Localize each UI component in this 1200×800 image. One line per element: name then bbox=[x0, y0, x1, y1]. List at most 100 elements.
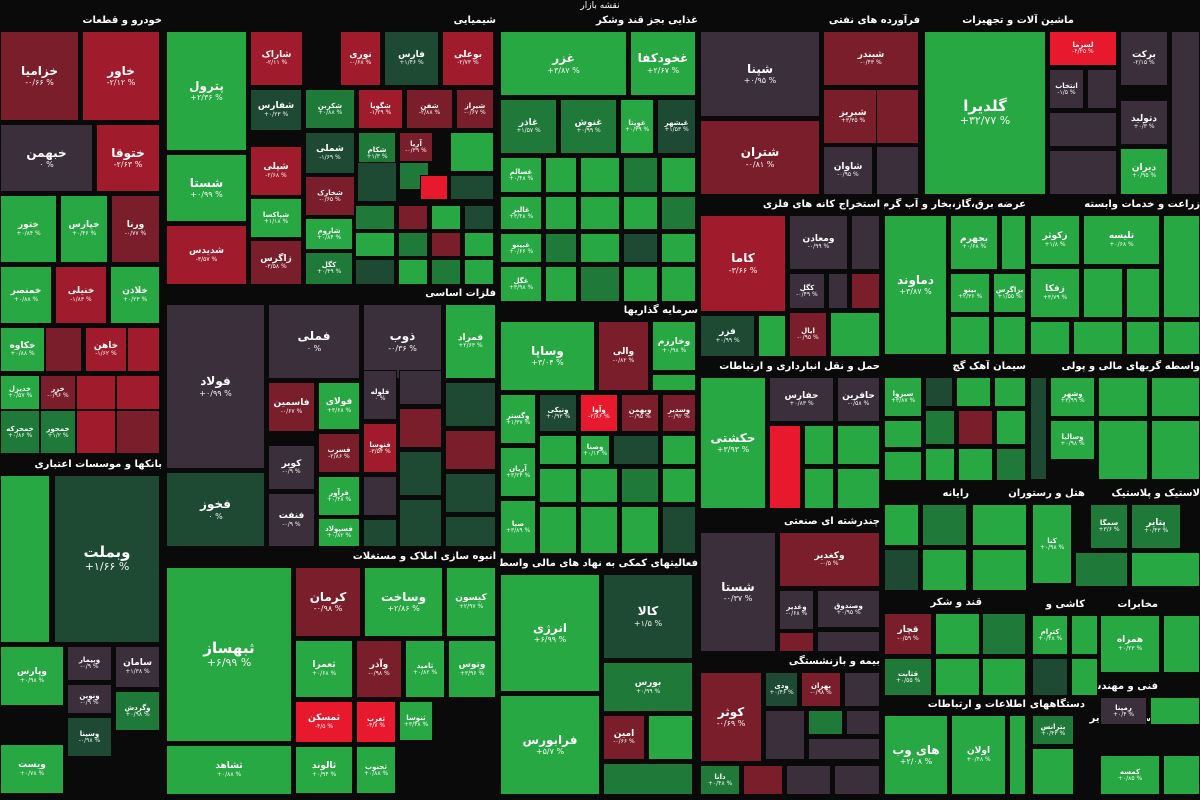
stock-tile-small[interactable] bbox=[1049, 112, 1117, 147]
stock-tile-khodro-khavar[interactable]: خاور -۲/۱۲ % bbox=[82, 31, 160, 121]
stock-tile-small[interactable] bbox=[956, 377, 991, 407]
stock-tile-sarm-vgostar[interactable]: وگستر +۱/۳۷ % bbox=[500, 394, 536, 444]
stock-tile-shimi-shesta[interactable]: شستا +۰/۹۹ % bbox=[166, 154, 247, 222]
stock-tile-small[interactable] bbox=[982, 658, 1026, 696]
stock-tile-small[interactable] bbox=[804, 425, 834, 465]
stock-tile-small[interactable] bbox=[357, 162, 397, 202]
stock-tile-zeraat-zkosar[interactable]: زکوثر +۱/۸ % bbox=[1030, 215, 1080, 265]
stock-tile-felez-fooladi[interactable]: فولای +۳/۶۸ % bbox=[318, 382, 360, 430]
stock-tile-small[interactable] bbox=[1151, 377, 1200, 417]
stock-tile-anboh-tjnoob[interactable]: ثجنوب +۰/۸۸ % bbox=[356, 746, 396, 794]
stock-tile-small[interactable] bbox=[1075, 552, 1128, 587]
stock-tile-small[interactable] bbox=[1073, 321, 1123, 355]
stock-tile-small[interactable] bbox=[1163, 755, 1200, 795]
stock-tile-small[interactable] bbox=[958, 448, 993, 481]
stock-tile-shimi-shdides[interactable]: شدیدس -۳/۵۷ % bbox=[166, 225, 247, 285]
stock-tile-small[interactable] bbox=[1098, 420, 1148, 480]
stock-tile-small[interactable] bbox=[355, 232, 395, 257]
stock-tile-small[interactable] bbox=[1150, 697, 1200, 725]
stock-tile-bank-saman[interactable]: سامان +۱/۳۸ % bbox=[115, 646, 160, 688]
stock-tile-small[interactable] bbox=[445, 382, 496, 427]
stock-tile-small[interactable] bbox=[127, 327, 160, 372]
stock-tile-small[interactable] bbox=[398, 205, 428, 230]
stock-tile-small[interactable] bbox=[1163, 215, 1200, 318]
stock-tile-small[interactable] bbox=[925, 410, 955, 445]
stock-tile-small[interactable] bbox=[817, 631, 880, 652]
stock-tile-small[interactable] bbox=[972, 549, 1027, 591]
stock-tile-faal-energy[interactable]: انرژی +۶/۹۹ % bbox=[500, 574, 600, 692]
stock-tile-small[interactable] bbox=[1126, 268, 1160, 318]
stock-tile-small[interactable] bbox=[661, 157, 696, 193]
stock-tile-small[interactable] bbox=[662, 468, 696, 503]
stock-tile-bime-vdey[interactable]: ودی +۰/۴۶ % bbox=[765, 672, 798, 707]
stock-tile-anboh-tamra[interactable]: ثعمرا +۰/۶۸ % bbox=[295, 640, 353, 698]
stock-tile-anboh-tgharb[interactable]: ثغرب -۴/۷ % bbox=[356, 701, 396, 743]
stock-tile-small[interactable] bbox=[464, 232, 494, 257]
stock-tile-shimi-fars[interactable]: فارس +۱/۴۶ % bbox=[384, 31, 439, 86]
stock-tile-sarm-vani[interactable]: والی -۰/۸۲ % bbox=[598, 321, 649, 391]
stock-tile-naft-shbandar[interactable]: شبندر -۰/۴۳ % bbox=[823, 31, 919, 86]
stock-tile-bank-vepars[interactable]: وپارس +۰/۹۸ % bbox=[0, 646, 64, 706]
stock-tile-small[interactable] bbox=[464, 259, 494, 285]
stock-tile-anboh-talvand[interactable]: ثالوند +۰/۹۴ % bbox=[295, 746, 353, 794]
stock-tile-mashin-lsarma[interactable]: لسرما -۴/۲۵ % bbox=[1049, 31, 1117, 66]
stock-tile-mashin-davolid[interactable]: دتولید +۰/۳ % bbox=[1120, 100, 1168, 145]
stock-tile-felez-fenget[interactable]: فنفت -۰/۹ % bbox=[268, 493, 315, 547]
stock-tile-shimi-kala[interactable]: کگل +۰/۴۹ % bbox=[305, 252, 353, 285]
stock-tile-small[interactable] bbox=[116, 410, 160, 454]
stock-tile-mashin-diran[interactable]: دیران +۰/۹۵ % bbox=[1120, 148, 1168, 195]
stock-tile-small[interactable] bbox=[884, 549, 919, 591]
stock-tile-faal-kala[interactable]: کالا +۱/۵ % bbox=[603, 574, 693, 659]
stock-tile-khodro-khazamia[interactable]: خزامیا -۰/۶۶ % bbox=[0, 31, 79, 121]
stock-tile-mashin-entekhab[interactable]: انتخاب -۱/۵ % bbox=[1049, 69, 1084, 109]
stock-tile-naft-shetran[interactable]: شتران -۰/۸۱ % bbox=[700, 120, 820, 195]
stock-tile-shimi-petrol[interactable]: پترول +۲/۳۶ % bbox=[166, 31, 247, 151]
stock-tile-small[interactable] bbox=[846, 710, 880, 735]
stock-tile-sarm-vsadir[interactable]: وسدیر -۰/۹۲ % bbox=[662, 394, 696, 432]
stock-tile-felez-famesmin[interactable]: فاسمین -۰/۶۷ % bbox=[268, 382, 315, 432]
stock-tile-small[interactable] bbox=[399, 370, 442, 405]
stock-tile-small[interactable] bbox=[830, 312, 880, 357]
stock-tile-small[interactable] bbox=[0, 475, 50, 643]
stock-tile-small[interactable] bbox=[1163, 615, 1200, 673]
stock-tile-small[interactable] bbox=[1163, 321, 1200, 355]
stock-tile-ghaza-ghadir[interactable]: غاذر +۱/۵۷ % bbox=[500, 99, 557, 154]
stock-tile-ghaza-ghnoosh[interactable]: غنوش +۰/۹۹ % bbox=[560, 99, 617, 154]
stock-tile-small[interactable] bbox=[580, 233, 620, 263]
stock-tile-felez-foolad[interactable]: فولاد +۰/۹۹ % bbox=[166, 304, 265, 469]
stock-tile-small[interactable] bbox=[445, 473, 496, 513]
stock-tile-bargh-bahman[interactable]: بجهرم +۰/۶۸ % bbox=[950, 215, 998, 270]
stock-tile-small[interactable] bbox=[661, 266, 696, 302]
stock-tile-small[interactable] bbox=[398, 232, 428, 257]
stock-tile-small[interactable] bbox=[580, 468, 618, 503]
stock-tile-khodro-khamehr[interactable]: خمحرکه +۰/۸۶ % bbox=[0, 410, 40, 454]
stock-tile-small[interactable] bbox=[431, 232, 461, 257]
stock-tile-bank-venovin[interactable]: ونوین -۰/۹ % bbox=[67, 684, 112, 714]
stock-tile-shimi-sharom[interactable]: شاروم +۰/۸۴ % bbox=[305, 218, 353, 250]
stock-tile-anboh-tamid[interactable]: ثامید +۰/۸۲ % bbox=[405, 640, 445, 698]
stock-tile-felez-zob[interactable]: ذوب -۰/۳۶ % bbox=[363, 304, 442, 379]
stock-tile-haml-hkeshti[interactable]: حکشتی +۳/۹۳ % bbox=[700, 377, 766, 509]
stock-tile-small[interactable] bbox=[363, 476, 397, 516]
stock-tile-fanni-rempa[interactable]: رمپنا +۰/۴ % bbox=[1100, 697, 1147, 725]
stock-tile-haml-hafarin[interactable]: حافرین -۰/۵۸ % bbox=[837, 377, 880, 422]
stock-tile-ghaza-khodkafa[interactable]: غخودکفا +۲/۶۷ % bbox=[630, 31, 696, 96]
stock-tile-anboh-kisoon[interactable]: کیسون +۲/۹۷ % bbox=[446, 567, 496, 637]
stock-tile-felez-famrad[interactable]: فمراد +۲/۶۳ % bbox=[445, 304, 496, 379]
stock-tile-small[interactable] bbox=[1049, 150, 1117, 195]
stock-tile-dast-btransa[interactable]: بترانس +۰/۴۳ % bbox=[1032, 715, 1074, 745]
stock-tile-zeraat-talisa[interactable]: تلیسه +۰/۶۸ % bbox=[1083, 215, 1160, 265]
stock-tile-naft-shbriz[interactable]: شبریز +۳/۳۵ % bbox=[823, 89, 883, 144]
stock-tile-small[interactable] bbox=[661, 196, 696, 230]
stock-tile-rayane-sandoogh[interactable]: سمگا +۳/۶ % bbox=[1090, 504, 1128, 549]
stock-tile-bime-kosar[interactable]: کوثر -۰/۶۹ % bbox=[700, 672, 762, 762]
stock-tile-khodro-khdizel[interactable]: خدیزل +۰/۵۷ % bbox=[0, 375, 40, 410]
stock-tile-small[interactable] bbox=[935, 658, 980, 696]
stock-tile-small[interactable] bbox=[1030, 321, 1070, 355]
stock-tile-shimi-shekarn[interactable]: شکربن +۰/۸۸ % bbox=[305, 89, 355, 129]
stock-tile-small[interactable] bbox=[758, 315, 786, 357]
stock-tile-small[interactable] bbox=[743, 765, 783, 795]
stock-tile-bank-vebmellat[interactable]: وبملت +۱/۶۶ % bbox=[54, 475, 160, 643]
stock-tile-small[interactable] bbox=[445, 430, 496, 470]
stock-tile-sarm-vnik[interactable]: ونیکی +۰/۹۳ % bbox=[539, 394, 577, 432]
